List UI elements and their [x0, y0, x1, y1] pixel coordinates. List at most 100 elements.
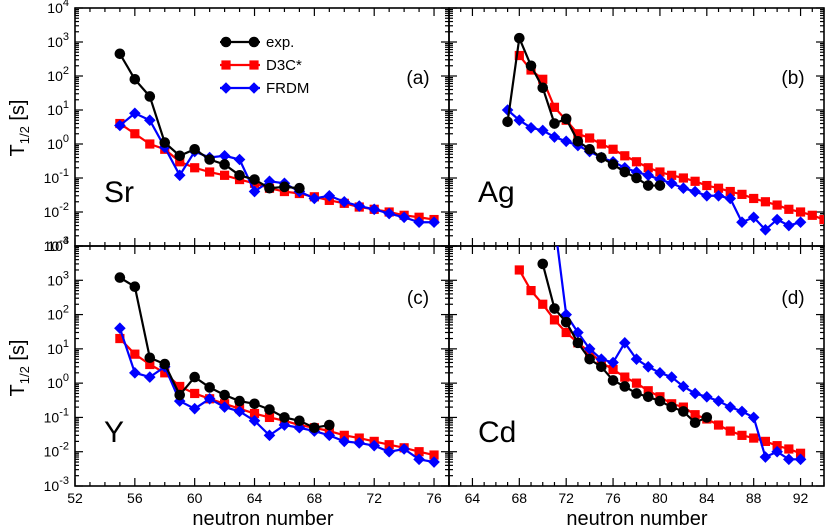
point-d3c	[145, 139, 155, 149]
point-frdm	[689, 387, 701, 400]
chart-panels: 10-3 10-2 10-1 100 101 102 103 104 Sr (a) Ag (b) 10-…	[44, 0, 825, 506]
x-tick-label: 56	[127, 490, 143, 506]
legend-entry-d3c: D3C*	[220, 57, 302, 74]
point-frdm	[129, 367, 141, 379]
point-d3c	[760, 197, 771, 207]
point-d3c	[655, 167, 665, 177]
legend-marker	[221, 60, 231, 70]
panel-frame-d	[448, 245, 825, 487]
y-tick-label: 10-3	[44, 475, 69, 494]
point-d3c	[772, 441, 782, 451]
point-frdm	[560, 308, 572, 321]
point-d3c	[585, 133, 595, 143]
point-frdm	[572, 326, 584, 339]
panel-d: 64 68 72 76 80 84 88 92 Cd (d)	[448, 216, 825, 506]
point-frdm	[368, 203, 380, 216]
point-frdm	[665, 371, 678, 383]
series-line-frdm-d	[556, 246, 801, 461]
element-label: Sr	[104, 176, 134, 209]
point-frdm	[630, 166, 643, 178]
point-d3c	[737, 430, 747, 440]
point-exp	[204, 154, 215, 165]
point-frdm	[368, 439, 380, 452]
point-d3c	[190, 388, 200, 399]
element-label: Cd	[478, 416, 516, 449]
point-frdm	[654, 367, 666, 379]
point-d3c	[784, 444, 794, 454]
point-frdm	[724, 192, 737, 205]
point-d3c	[713, 420, 724, 430]
point-frdm	[129, 107, 141, 120]
point-exp	[324, 419, 335, 431]
panel-b: Ag (b)	[448, 7, 825, 247]
point-frdm	[398, 443, 410, 455]
point-frdm	[736, 216, 748, 229]
point-d3c	[596, 139, 606, 149]
point-exp	[572, 136, 584, 147]
point-exp	[701, 412, 713, 423]
point-d3c	[130, 349, 140, 359]
point-exp	[654, 395, 666, 407]
point-frdm	[188, 402, 201, 415]
point-d3c	[631, 157, 642, 167]
point-d3c	[667, 170, 677, 180]
point-exp	[596, 152, 607, 163]
point-d3c	[643, 386, 653, 396]
point-d3c	[429, 450, 439, 460]
point-frdm	[308, 192, 321, 205]
point-frdm	[218, 149, 231, 162]
point-exp	[144, 91, 156, 102]
point-frdm	[724, 401, 737, 413]
legend-label: D3C*	[266, 57, 302, 74]
point-d3c	[549, 315, 560, 325]
point-d3c	[795, 448, 806, 458]
point-frdm	[278, 419, 291, 431]
point-d3c	[130, 129, 140, 139]
point-d3c	[339, 430, 349, 440]
y-tick-label: 10-1	[44, 406, 69, 425]
point-frdm	[654, 173, 666, 186]
point-frdm	[233, 405, 246, 418]
y-axis-label-sub-bottom: 1/2	[17, 366, 32, 384]
point-frdm	[428, 216, 440, 229]
x-axis-label-right: neutron number	[566, 508, 708, 530]
y-axis-label-bottom: T1/2 [s]	[7, 340, 32, 397]
point-exp	[631, 172, 642, 184]
point-exp	[264, 404, 275, 415]
point-frdm	[549, 216, 561, 228]
point-frdm	[712, 395, 725, 407]
point-exp	[549, 303, 560, 314]
point-frdm	[353, 200, 366, 212]
point-frdm	[144, 371, 156, 383]
point-exp	[619, 381, 631, 392]
point-exp	[607, 159, 619, 170]
point-d3c	[690, 410, 700, 420]
point-frdm	[677, 182, 690, 195]
point-d3c	[749, 193, 759, 204]
y-ticks-b	[449, 7, 824, 247]
point-d3c	[608, 144, 618, 154]
legend-entry-exp: exp.	[220, 34, 294, 51]
point-d3c	[631, 378, 642, 388]
point-d3c	[526, 286, 536, 296]
point-frdm	[114, 119, 126, 132]
panel-c: 10-3 10-2 10-1 100 101 102 103 104 52 56 60 64 68 72 7…	[44, 235, 450, 506]
legend-label: FRDM	[266, 80, 309, 97]
point-frdm	[263, 175, 276, 188]
point-d3c	[384, 440, 394, 450]
point-frdm	[712, 189, 725, 202]
point-frdm	[560, 135, 572, 148]
element-label: Y	[104, 416, 124, 449]
series-line-d3c-c	[119, 337, 435, 457]
point-exp	[654, 180, 666, 191]
point-frdm	[383, 445, 395, 458]
point-exp	[189, 371, 200, 383]
point-d3c	[115, 333, 125, 344]
x-tick-label: 76	[605, 490, 621, 506]
point-frdm	[747, 411, 760, 424]
point-frdm	[248, 185, 261, 198]
point-frdm	[548, 131, 561, 143]
y-axis-label-sub: 1/2	[17, 126, 32, 144]
x-tick-label: 52	[67, 490, 83, 506]
point-d3c	[190, 163, 200, 173]
